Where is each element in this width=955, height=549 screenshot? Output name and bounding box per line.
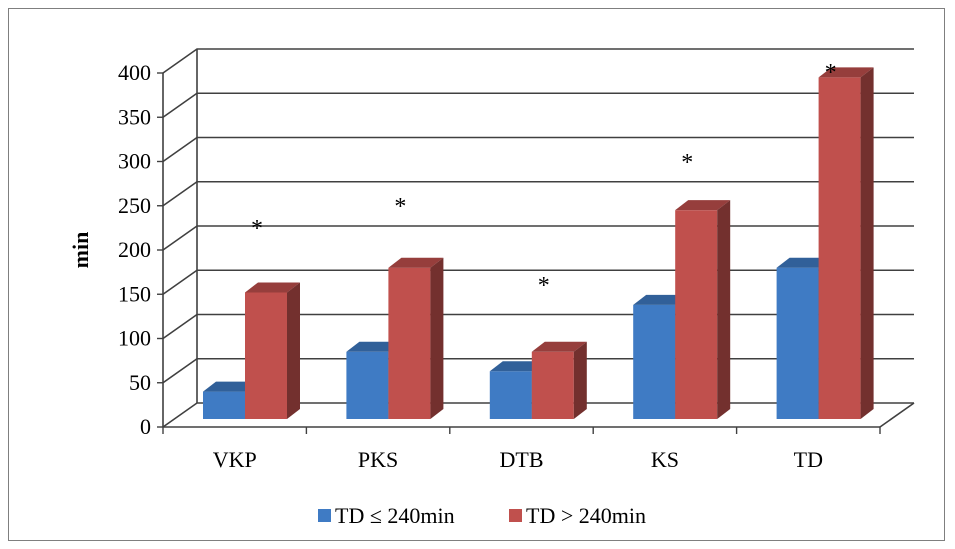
bar [675,200,731,419]
y-tick-label: 300 [118,149,151,174]
gridline [162,180,914,207]
y-tick-label: 150 [118,281,151,306]
x-tick-label: KS [651,447,679,472]
legend: TD ≤ 240min TD > 240min [318,503,646,528]
y-tick-label: 200 [118,237,151,262]
label-layer: 0 50 100 150 200 250 300 350 400 VKP * PKS * DTB * KS * T… [118,60,837,472]
bar [388,257,444,419]
bar-layer [203,67,874,420]
x-tick-label: TD [794,447,823,472]
y-tick-label: 50 [129,370,151,395]
y-tick-label: 100 [118,326,151,351]
legend-label: TD ≤ 240min [335,503,455,528]
axis-layer [157,72,881,434]
x-tick-label: VKP [213,447,257,472]
bar [531,341,587,419]
x-tick-label: PKS [358,447,398,472]
significance-marker: * [538,273,550,299]
legend-label: TD > 240min [526,503,646,528]
gridline [162,48,914,74]
y-tick-label: 400 [118,60,151,85]
gridline [162,225,914,251]
floor-edge [879,402,915,428]
y-tick-label: 250 [118,193,151,218]
significance-marker: * [251,216,263,242]
significance-marker: * [825,60,837,86]
legend-swatch [318,509,331,522]
significance-marker: * [394,194,406,220]
y-axis-label: min [68,232,93,269]
x-tick-label: DTB [500,447,544,472]
significance-marker: * [681,150,693,176]
legend-swatch [509,509,522,522]
y-tick-label: 350 [118,104,151,129]
legend-item: TD ≤ 240min [318,503,455,528]
y-tick-label: 0 [140,414,151,439]
bar [245,282,300,419]
legend-item: TD > 240min [509,503,646,528]
gridline [162,92,914,118]
gridline [162,136,914,163]
bar [818,67,874,420]
